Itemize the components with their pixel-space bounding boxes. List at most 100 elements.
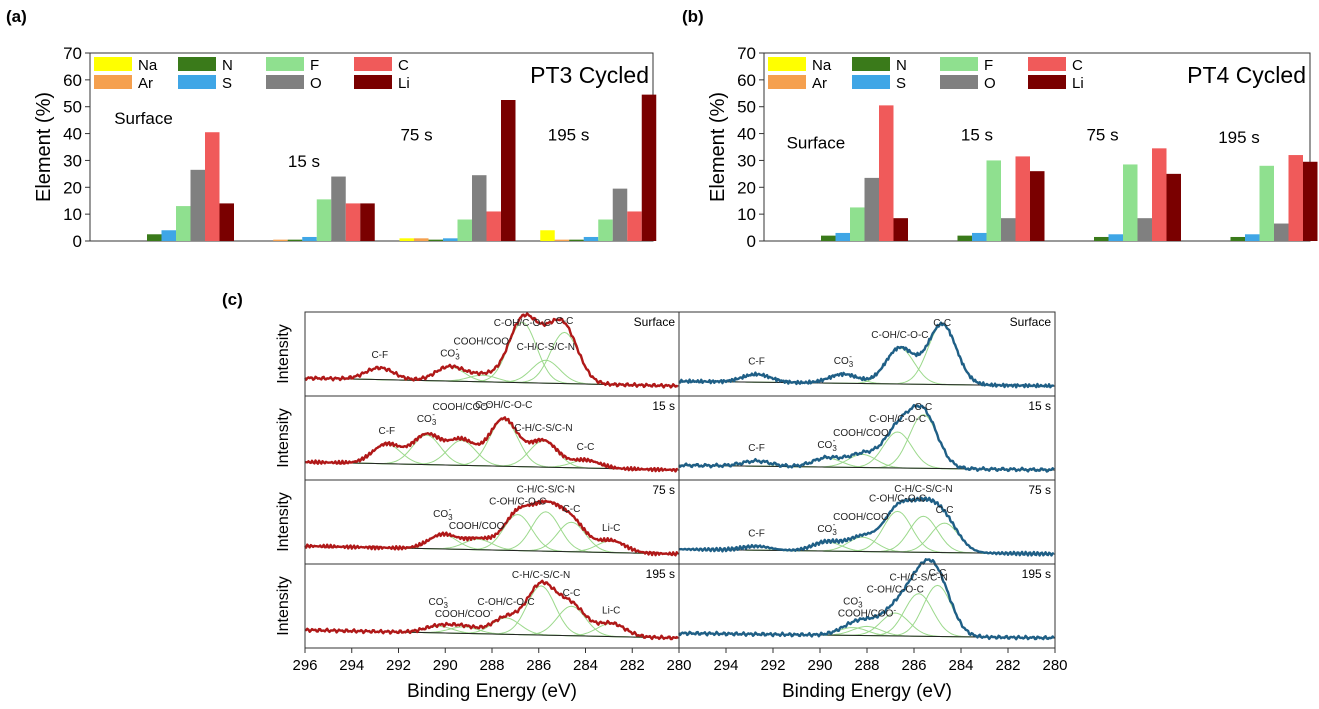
- peak-annotation: C-OH/C-O-C: [477, 597, 534, 608]
- row-label: 15 s: [1028, 399, 1051, 413]
- peak-annotation: Li-C: [602, 523, 620, 534]
- bar: [1015, 156, 1030, 241]
- peak-annotation: C-OH/C-O-C: [867, 584, 924, 595]
- bar: [443, 238, 458, 241]
- legend-swatch: [940, 57, 978, 71]
- fit-component: [305, 617, 677, 639]
- legend-label: Na: [812, 57, 832, 74]
- bar: [190, 169, 205, 241]
- peak-annotation: C-H/C-S/C-N: [514, 423, 572, 434]
- legend-swatch: [94, 57, 132, 71]
- x-tick-label: 294: [339, 657, 364, 674]
- bar: [1001, 218, 1016, 241]
- x-tick-label: 282: [620, 657, 645, 674]
- category-label: Surface: [114, 109, 173, 128]
- bar: [598, 219, 613, 241]
- peak-annotation: C-H/C-S/C-N: [894, 484, 952, 495]
- legend-swatch: [354, 75, 392, 89]
- y-tick-label: 70: [737, 44, 756, 63]
- peak-annotation: COOH/COO-: [838, 605, 897, 619]
- legend-label: F: [984, 57, 993, 74]
- row-label: Surface: [634, 315, 676, 329]
- bar: [1303, 161, 1318, 241]
- x-tick-label: 284: [573, 657, 598, 674]
- peak-annotation: C-F: [748, 356, 765, 367]
- bar: [219, 203, 234, 241]
- y-tick-label: 0: [73, 232, 82, 251]
- peak-annotation: C-H/C-S/C-N: [890, 572, 948, 583]
- y-axis-label: Element (%): [707, 92, 729, 202]
- spectrum-envelope: [304, 312, 679, 389]
- bar: [428, 239, 443, 241]
- peak-annotation: COOH/COO-: [449, 518, 508, 532]
- y-tick-label: 10: [63, 205, 82, 224]
- x-tick-label: 284: [948, 657, 973, 674]
- legend-swatch: [266, 75, 304, 89]
- bar: [147, 234, 162, 241]
- peak-annotation: C-OH/C-O-C: [869, 414, 926, 425]
- fit-component: [679, 323, 1053, 387]
- spectrum-envelope: [678, 321, 1055, 389]
- peak-annotation: C-OH/C-O-C: [869, 493, 926, 504]
- legend-swatch: [354, 57, 392, 71]
- bar: [457, 219, 472, 241]
- peak-annotation: C-C: [577, 442, 595, 453]
- bar: [1274, 223, 1289, 241]
- y-axis-label: Intensity: [275, 408, 292, 468]
- bar: [1166, 173, 1181, 241]
- category-label: 15 s: [961, 125, 993, 144]
- panel-label-b: (b): [682, 7, 704, 26]
- legend-swatch: [768, 57, 806, 71]
- x-tick-label: 282: [995, 657, 1020, 674]
- bar: [641, 94, 657, 241]
- y-axis-label: Intensity: [275, 324, 292, 384]
- y-tick-label: 60: [737, 71, 756, 90]
- peak-annotation: CO3-: [417, 410, 437, 427]
- x-tick-label: 286: [526, 657, 551, 674]
- peak-annotation: C-OH/C-O-C: [489, 497, 546, 508]
- peak-annotation: C-H/C-S/C-N: [517, 342, 575, 353]
- legend-label: Li: [1072, 75, 1084, 92]
- x-tick-label: 296: [292, 657, 317, 674]
- legend-label: O: [310, 75, 322, 92]
- category-label: 75 s: [1086, 125, 1118, 144]
- peak-annotation: C-OH/C-O-C: [871, 330, 928, 341]
- peak-annotation: COOH/COO-: [435, 606, 494, 620]
- peak-annotation: COOH/COO-: [833, 509, 892, 523]
- bar: [612, 188, 628, 241]
- y-axis-label: Intensity: [275, 576, 292, 636]
- y-tick-label: 40: [737, 125, 756, 144]
- peak-annotation: CO3-: [843, 592, 863, 609]
- peak-annotation: C-H/C-S/C-N: [517, 485, 575, 496]
- bar: [486, 211, 501, 241]
- legend-label: Li: [398, 75, 410, 92]
- legend-swatch: [852, 57, 890, 71]
- peak-annotation: C-OH/C-O-C: [494, 318, 551, 329]
- legend-swatch: [178, 75, 216, 89]
- peak-annotation: C-C: [556, 316, 574, 327]
- bar: [627, 211, 642, 241]
- bar-chart-b: 0 10 20 30 40 50 60 70 Element (%) Surface 15 s 75 …: [707, 44, 1318, 251]
- peak-annotation: C-H/C-S/C-N: [512, 570, 570, 581]
- bar: [569, 239, 584, 241]
- spectrum-envelope: [678, 403, 1055, 473]
- x-tick-label: 286: [901, 657, 926, 674]
- y-axis-label: Element (%): [33, 92, 55, 202]
- legend-swatch: [768, 75, 806, 89]
- row-label: 75 s: [652, 483, 675, 497]
- y-tick-label: 50: [63, 98, 82, 117]
- peak-annotation: CO3-: [834, 352, 854, 369]
- x-tick-label: 288: [854, 657, 879, 674]
- row-label: 195 s: [646, 567, 675, 581]
- legend-swatch: [1028, 75, 1066, 89]
- y-tick-label: 30: [63, 151, 82, 170]
- bar: [399, 238, 414, 241]
- legend-label: F: [310, 57, 319, 74]
- y-tick-label: 0: [747, 232, 756, 251]
- legend-label: N: [896, 57, 907, 74]
- y-tick-label: 50: [737, 98, 756, 117]
- x-tick-label: 290: [807, 657, 832, 674]
- peak-annotation: C-C: [563, 588, 581, 599]
- legend-label: Na: [138, 57, 158, 74]
